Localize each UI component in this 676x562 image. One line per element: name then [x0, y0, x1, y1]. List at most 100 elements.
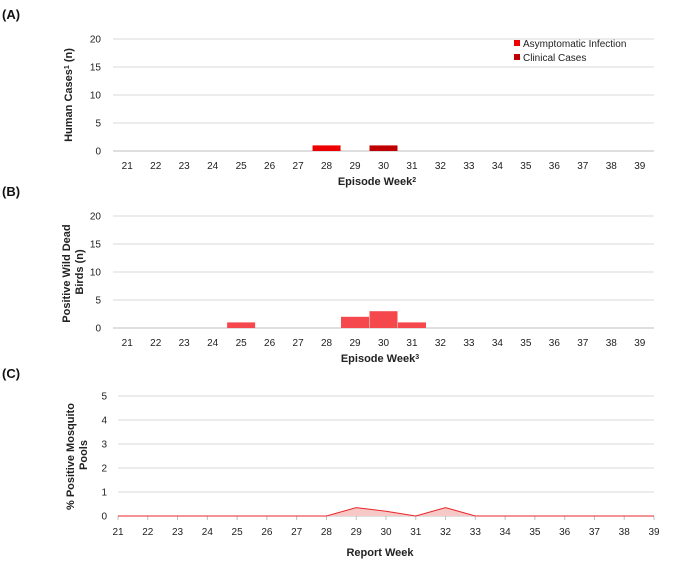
a-y-tick-label: 15: [90, 63, 102, 74]
legend-swatch-asymptomatic: [514, 40, 520, 46]
c-x-tick-label: 29: [351, 527, 363, 538]
c-x-tick-label: 23: [172, 527, 184, 538]
c-x-tick-label: 37: [589, 527, 601, 538]
panel-a-x-ticks: 21 22 23 24 25 26 27 28 29 30 31 32 33 34 35 36 37 38 39: [122, 161, 646, 172]
c-area-fill: [118, 507, 654, 516]
panel-c-gridlines: [118, 395, 654, 517]
panel-c-y-ticks: 0 1 2 3 4 5: [101, 392, 107, 523]
c-y-tick-label: 2: [101, 464, 107, 475]
b-x-tick-label: 26: [264, 338, 276, 349]
a-x-tick-label: 30: [378, 161, 390, 172]
panel-b-y-ticks: 0 5 10 15 20: [90, 212, 102, 335]
a-x-tick-label: 26: [264, 161, 276, 172]
b-x-tick-label: 35: [520, 338, 532, 349]
a-x-tick-label: 25: [236, 161, 248, 172]
panel-b-x-axis-title: Episode Week3: [341, 353, 419, 365]
b-bar: [227, 322, 256, 328]
panel-a-bars: [312, 145, 398, 151]
c-x-tick-label: 21: [112, 527, 124, 538]
b-x-tick-label: 31: [406, 338, 418, 349]
panel-b: (B) 0 5 10 15 20 21 22 23 24 25 26 27 28 29 30 31 32 33 3…: [2, 184, 654, 365]
a-x-tick-label: 31: [406, 161, 418, 172]
panel-c-x-axis-title: Report Week: [346, 547, 414, 559]
panel-a-y-axis-title: Human Cases1 (n): [63, 48, 75, 142]
c-y-tick-label: 5: [101, 392, 107, 403]
a-x-tick-label: 21: [122, 161, 134, 172]
panel-b-label: (B): [2, 184, 20, 199]
c-x-tick-label: 38: [619, 527, 631, 538]
b-y-tick-label: 20: [90, 212, 102, 223]
c-y-tick-label: 0: [101, 512, 107, 523]
b-x-tick-label: 28: [321, 338, 333, 349]
c-x-tick-label: 26: [261, 527, 273, 538]
a-y-tick-label: 10: [90, 91, 102, 102]
b-x-tick-label: 23: [179, 338, 191, 349]
b-x-tick-label: 22: [150, 338, 162, 349]
b-y-tick-label: 5: [95, 296, 101, 307]
b-x-tick-label: 39: [634, 338, 646, 349]
a-x-tick-label: 22: [150, 161, 162, 172]
panel-b-y-axis-title: Positive Wild Dead Birds (n): [61, 221, 86, 322]
c-x-tick-label: 31: [410, 527, 422, 538]
b-x-tick-label: 38: [606, 338, 618, 349]
a-x-tick-label: 39: [634, 161, 646, 172]
c-x-tick-label: 35: [529, 527, 541, 538]
b-bar: [369, 311, 398, 328]
a-y-tick-label: 20: [90, 35, 102, 46]
panel-b-gridlines: [113, 215, 654, 329]
a-x-tick-label: 37: [577, 161, 589, 172]
a-x-tick-label: 27: [293, 161, 305, 172]
b-x-tick-label: 37: [577, 338, 589, 349]
c-x-tick-label: 25: [232, 527, 244, 538]
b-x-tick-label: 25: [236, 338, 248, 349]
panel-a-y-ticks: 0 5 10 15 20: [90, 35, 102, 158]
c-x-tick-label: 32: [440, 527, 452, 538]
a-bar: [312, 145, 341, 151]
c-x-tick-label: 28: [321, 527, 333, 538]
c-x-tick-label: 39: [648, 527, 660, 538]
b-bar: [397, 322, 426, 328]
b-x-tick-label: 27: [293, 338, 305, 349]
b-x-tick-label: 34: [492, 338, 504, 349]
panel-b-x-ticks: 21 22 23 24 25 26 27 28 29 30 31 32 33 34 35 36 37 38 39: [122, 338, 646, 349]
a-x-tick-label: 35: [520, 161, 532, 172]
b-x-tick-label: 32: [435, 338, 447, 349]
a-x-tick-label: 34: [492, 161, 504, 172]
b-x-tick-label: 29: [349, 338, 361, 349]
a-x-tick-label: 29: [349, 161, 361, 172]
b-x-tick-label: 21: [122, 338, 134, 349]
panel-a: (A) 0 5 10 15 20 21 22 23 24 25 26 27 28 29 30 31 32 33 3…: [2, 7, 654, 188]
a-x-tick-label: 38: [606, 161, 618, 172]
c-x-tick-label: 36: [559, 527, 571, 538]
b-y-tick-label: 0: [95, 324, 101, 335]
b-y-tick-label: 10: [90, 268, 102, 279]
panel-c-label: (C): [2, 366, 20, 381]
legend-swatch-clinical: [514, 54, 520, 60]
c-x-tick-label: 24: [202, 527, 214, 538]
c-x-tick-label: 33: [470, 527, 482, 538]
b-x-tick-label: 36: [549, 338, 561, 349]
a-bar: [369, 145, 398, 151]
b-x-tick-label: 33: [463, 338, 475, 349]
panel-a-x-axis-title: Episode Week2: [338, 176, 416, 188]
a-y-tick-label: 5: [95, 119, 101, 130]
c-x-tick-label: 27: [291, 527, 303, 538]
panel-c-x-ticks: 21 22 23 24 25 26 27 28 29 30 31 32 33 34 35 36 37 38 39: [112, 516, 660, 538]
panel-b-bars: [227, 311, 426, 328]
a-x-tick-label: 24: [207, 161, 219, 172]
c-y-tick-label: 1: [101, 488, 107, 499]
a-x-tick-label: 33: [463, 161, 475, 172]
panel-c-area: [118, 507, 654, 517]
a-x-tick-label: 23: [179, 161, 191, 172]
a-y-tick-label: 0: [95, 147, 101, 158]
a-x-tick-label: 28: [321, 161, 333, 172]
c-y-tick-label: 3: [101, 440, 107, 451]
panel-a-legend: Asymptomatic Infection Clinical Cases: [514, 39, 626, 64]
c-y-tick-label: 4: [101, 416, 107, 427]
a-x-tick-label: 32: [435, 161, 447, 172]
legend-label-asymptomatic: Asymptomatic Infection: [523, 39, 626, 50]
panel-a-label: (A): [2, 7, 20, 22]
a-x-tick-label: 36: [549, 161, 561, 172]
